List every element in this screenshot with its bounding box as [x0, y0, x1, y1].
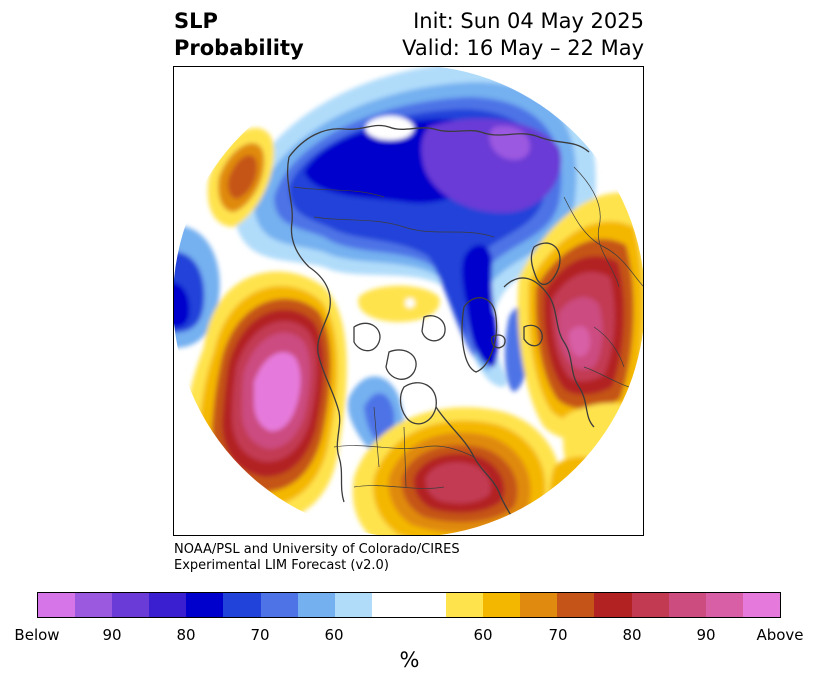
colorbar-tick-label: 60 [473, 626, 493, 644]
colorbar-tick-label: 60 [324, 626, 344, 644]
colorbar-swatch [594, 593, 632, 617]
colorbar-swatch [75, 593, 113, 617]
colorbar-tick-label: 90 [696, 626, 716, 644]
colorbar-swatch [186, 593, 224, 617]
colorbar-tick-label: Below [14, 626, 60, 644]
title-quantity: Probability [174, 36, 304, 60]
colorbar-tick-label: 80 [622, 626, 642, 644]
colorbar-swatch [705, 593, 743, 617]
colorbar-tick-label: 90 [102, 626, 122, 644]
colorbar-swatch [223, 593, 261, 617]
credit-line-2: Experimental LIM Forecast (v2.0) [174, 558, 389, 573]
colorbar-swatch [557, 593, 595, 617]
colorbar-swatch [668, 593, 706, 617]
colorbar-swatch [297, 593, 335, 617]
colorbar-tick-label: Above [756, 626, 804, 644]
colorbar-swatch [371, 593, 409, 617]
plot-title: SLP Probability [174, 8, 304, 62]
colorbar-swatch [520, 593, 558, 617]
colorbar-swatch [446, 593, 484, 617]
colorbar-unit: % [399, 648, 420, 672]
colorbar-swatch [260, 593, 298, 617]
colorbar-swatch [149, 593, 187, 617]
credit-text: NOAA/PSL and University of Colorado/CIRE… [174, 542, 460, 574]
colorbar-tick-label: 70 [548, 626, 568, 644]
forecast-dates: Init: Sun 04 May 2025 Valid: 16 May – 22… [402, 8, 644, 62]
credit-line-1: NOAA/PSL and University of Colorado/CIRE… [174, 542, 460, 557]
valid-range: Valid: 16 May – 22 May [402, 36, 644, 60]
colorbar-tick-label: 80 [176, 626, 196, 644]
colorbar [37, 592, 781, 618]
colorbar-swatch [631, 593, 669, 617]
colorbar-labels: Below 90 80 70 60 60 70 80 90 Above [0, 626, 819, 646]
probability-map [174, 67, 643, 535]
colorbar-swatch [483, 593, 521, 617]
polar-map [173, 66, 644, 536]
title-variable: SLP [174, 9, 218, 33]
colorbar-swatch [112, 593, 150, 617]
init-date: Init: Sun 04 May 2025 [413, 9, 644, 33]
colorbar-swatch [408, 593, 447, 617]
colorbar-swatch [38, 593, 76, 617]
probability-field [174, 67, 643, 535]
coastlines [286, 124, 643, 533]
colorbar-swatch [334, 593, 372, 617]
colorbar-tick-label: 70 [250, 626, 270, 644]
colorbar-swatch [742, 593, 780, 617]
